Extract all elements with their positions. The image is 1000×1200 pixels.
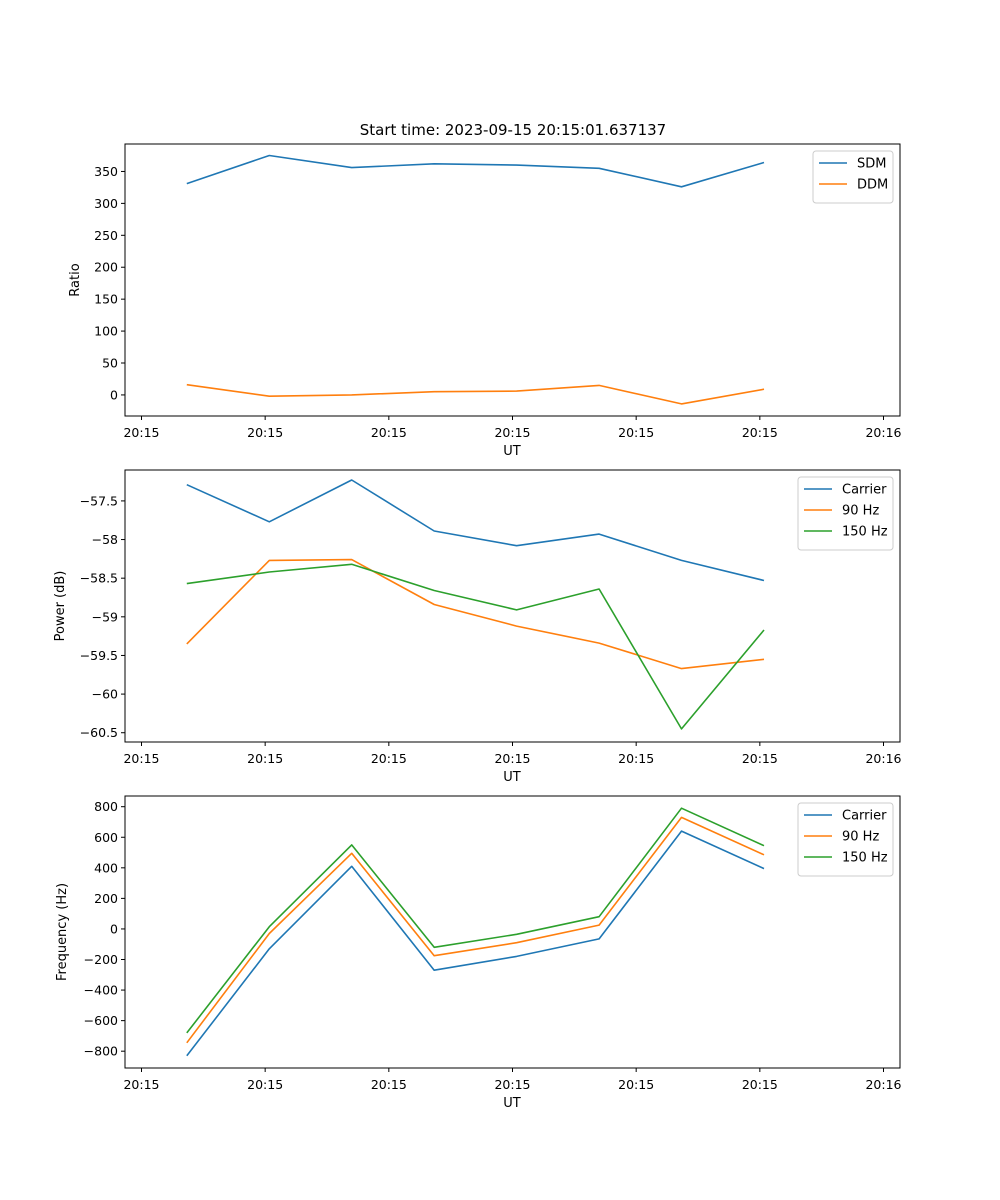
ratio-series: [186, 154, 765, 405]
series-line-carrier: [186, 830, 765, 1057]
x-tick-label: 20:16: [865, 425, 901, 440]
y-tick-label: 150: [94, 292, 118, 307]
power-legend: Carrier 90 Hz 150 Hz: [797, 476, 894, 551]
y-tick-label: 800: [94, 799, 118, 814]
frequency-ylabel: Frequency (Hz): [55, 883, 70, 981]
x-tick-label: 20:15: [371, 1077, 407, 1092]
x-tick-label: 20:15: [494, 751, 530, 766]
x-tick-label: 20:15: [123, 751, 159, 766]
power-xlabel: UT: [503, 770, 521, 785]
y-tick-label: 200: [94, 260, 118, 275]
series-line-90-hz: [186, 816, 765, 1044]
legend-label: Carrier: [842, 483, 887, 498]
series-line-90-hz: [186, 558, 765, 670]
x-tick-label: 20:15: [247, 425, 283, 440]
y-tick-label: 350: [94, 164, 118, 179]
power-panel: −57.5 −58 −58.5 −59 −59.5 −60 −60.5 20:15 20:15 2…: [53, 469, 902, 785]
x-tick-label: 20:15: [247, 751, 283, 766]
legend-label: 150 Hz: [842, 851, 888, 866]
x-tick-label: 20:15: [371, 425, 407, 440]
y-tick-label: −57.5: [80, 493, 118, 508]
x-tick-label: 20:15: [494, 1077, 530, 1092]
frequency-legend: Carrier 90 Hz 150 Hz: [797, 802, 894, 877]
y-tick-label: −60.5: [80, 725, 118, 740]
ratio-axes: 0 50 100 150 200 250 300 350 20:15 20:15 20:15 20:1…: [94, 164, 901, 440]
frequency-axes: 800 600 400 200 0 −200 −400 −600 −800 20:15 20:15 2…: [84, 799, 902, 1092]
x-tick-label: 20:15: [123, 1077, 159, 1092]
x-tick-label: 20:15: [618, 751, 654, 766]
series-line-150-hz: [186, 807, 765, 1034]
y-tick-label: −200: [84, 952, 118, 967]
x-tick-label: 20:15: [742, 1077, 778, 1092]
y-tick-label: −59.5: [80, 648, 118, 663]
x-tick-label: 20:15: [742, 751, 778, 766]
x-tick-label: 20:15: [494, 425, 530, 440]
frequency-plot-frame: [124, 795, 901, 1069]
y-tick-label: −800: [84, 1044, 118, 1059]
ratio-plot-frame: [124, 143, 901, 417]
ratio-ylabel: Ratio: [68, 263, 83, 296]
x-tick-label: 20:15: [371, 751, 407, 766]
x-tick-label: 20:15: [123, 425, 159, 440]
y-tick-label: −60: [92, 687, 118, 702]
y-tick-label: −58.5: [80, 571, 118, 586]
ratio-xlabel: UT: [503, 444, 521, 459]
y-tick-label: 250: [94, 228, 118, 243]
frequency-panel: 800 600 400 200 0 −200 −400 −600 −800 20:15 20:15 2…: [55, 795, 902, 1111]
legend-box: [812, 150, 894, 204]
y-tick-label: 0: [110, 387, 118, 402]
legend-label: 150 Hz: [842, 525, 888, 540]
ratio-panel: Start time: 2023-09-15 20:15:01.637137 0…: [68, 121, 902, 459]
x-tick-label: 20:16: [865, 1077, 901, 1092]
legend-label: DDM: [857, 178, 888, 193]
power-axes: −57.5 −58 −58.5 −59 −59.5 −60 −60.5 20:15 20:15 2…: [80, 493, 902, 766]
y-tick-label: 600: [94, 830, 118, 845]
x-tick-label: 20:15: [742, 425, 778, 440]
x-tick-label: 20:15: [247, 1077, 283, 1092]
legend-label: 90 Hz: [842, 504, 879, 519]
power-series: [186, 479, 765, 730]
y-tick-label: 200: [94, 891, 118, 906]
series-line-carrier: [186, 479, 765, 582]
series-line-sdm: [186, 154, 765, 188]
y-tick-label: 50: [102, 356, 118, 371]
y-tick-label: 300: [94, 196, 118, 211]
legend-label: 90 Hz: [842, 830, 879, 845]
frequency-series: [186, 807, 765, 1057]
y-tick-label: 0: [110, 921, 118, 936]
legend-label: Carrier: [842, 809, 887, 824]
y-tick-label: −400: [84, 983, 118, 998]
chart-title: Start time: 2023-09-15 20:15:01.637137: [360, 121, 666, 139]
ratio-legend: SDM DDM: [812, 150, 894, 204]
x-tick-label: 20:16: [865, 751, 901, 766]
y-tick-label: −59: [92, 609, 118, 624]
x-tick-label: 20:15: [618, 1077, 654, 1092]
y-tick-label: 100: [94, 324, 118, 339]
power-ylabel: Power (dB): [53, 571, 68, 642]
legend-label: SDM: [857, 157, 886, 172]
x-tick-label: 20:15: [618, 425, 654, 440]
y-tick-label: −58: [92, 532, 118, 547]
y-tick-label: 400: [94, 860, 118, 875]
power-plot-frame: [124, 469, 901, 743]
y-tick-label: −600: [84, 1013, 118, 1028]
series-line-ddm: [186, 383, 765, 405]
frequency-xlabel: UT: [503, 1096, 521, 1111]
series-line-150-hz: [186, 563, 765, 730]
